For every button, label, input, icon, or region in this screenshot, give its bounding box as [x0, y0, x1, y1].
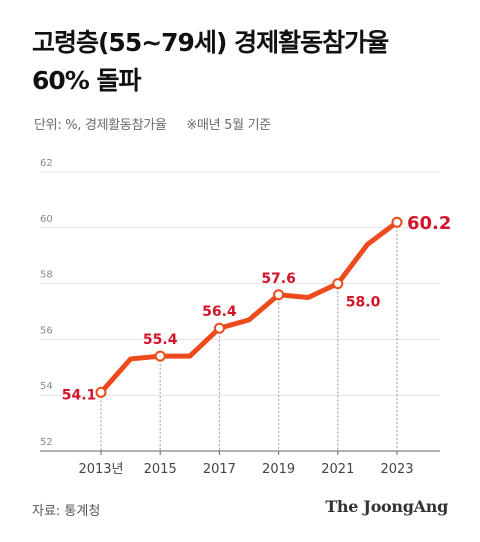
data-label: 54.1: [62, 387, 97, 403]
y-tick-label: 54: [40, 381, 53, 392]
data-point-marker: [154, 350, 166, 362]
y-tick-label: 58: [40, 270, 53, 281]
data-point-marker: [95, 386, 107, 398]
data-label: 57.6: [261, 271, 296, 287]
data-point-marker: [213, 322, 225, 334]
y-tick-label: 56: [40, 325, 53, 336]
series-line: [98, 219, 400, 395]
x-tick-label: 2019: [262, 462, 295, 477]
chart-title: 고령층(55~79세) 경제활동참가율 60% 돌파: [32, 24, 389, 100]
unit-label: 단위: %, 경제활동참가율: [34, 118, 167, 133]
data-point-marker: [273, 289, 285, 301]
x-tick-label: 2023: [380, 462, 413, 477]
x-tick-label: 2021: [321, 462, 354, 477]
title-line-1: 고령층(55~79세) 경제활동참가율: [32, 28, 389, 57]
x-tick-label: 2015: [144, 462, 177, 477]
data-label: 58.0: [346, 295, 381, 311]
title-line-2: 60% 돌파: [32, 66, 142, 95]
data-label: 55.4: [143, 332, 178, 348]
y-tick-label: 52: [40, 437, 53, 448]
data-point-marker: [391, 216, 403, 228]
unit-note: 단위: %, 경제활동참가율 ※매년 5월 기준: [34, 114, 287, 133]
data-label: 60.2: [407, 213, 451, 234]
x-tick-label: 2013년: [78, 462, 123, 477]
source-note: 자료: 통계청: [32, 504, 101, 519]
y-tick-label: 60: [40, 214, 53, 225]
data-label: 56.4: [202, 304, 237, 320]
x-tick-label: 2017: [203, 462, 236, 477]
y-tick-label: 62: [40, 158, 53, 169]
data-point-marker: [332, 278, 344, 290]
brand-logo: The JoongAng: [325, 497, 448, 516]
basis-note: ※매년 5월 기준: [186, 118, 271, 133]
